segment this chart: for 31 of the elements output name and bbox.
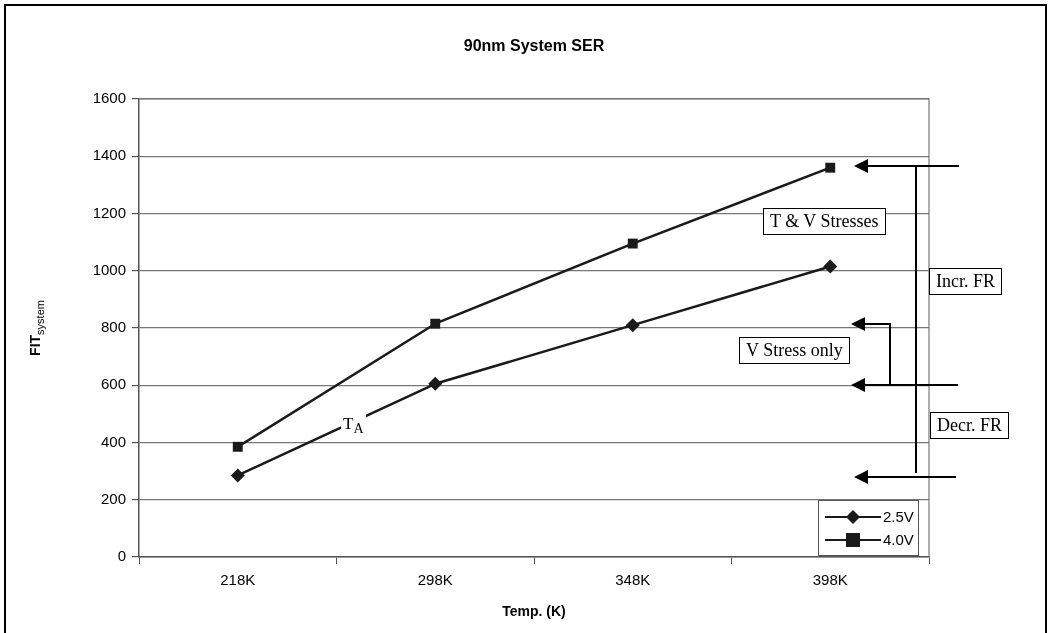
y-axis-title: FITsystem: [26, 300, 47, 356]
annotation: T & V Stresses: [763, 208, 886, 235]
point: [430, 318, 441, 329]
y-tick-label: 400: [100, 432, 126, 450]
x-tick-label: 398K: [812, 571, 848, 589]
point: [825, 162, 836, 173]
y-tick-label: 800: [100, 318, 126, 336]
point: [232, 441, 243, 452]
annotation: V Stress only: [739, 337, 850, 364]
y-tick-label: 600: [100, 375, 126, 393]
point: [230, 468, 245, 483]
x-tick-label: 298K: [417, 571, 453, 589]
point: [428, 376, 443, 391]
chart-title: 90nm System SER: [463, 37, 605, 55]
y-tick-label: 0: [117, 547, 126, 565]
point: [625, 318, 640, 333]
y-tick-label: 1400: [92, 146, 126, 164]
legend-label: 4.0V: [883, 531, 914, 548]
y-tick-label: 1600: [92, 89, 126, 107]
x-axis-title: Temp. (K): [502, 602, 566, 619]
point: [823, 259, 838, 274]
text: Incr. FR: [929, 268, 1003, 295]
y-tick-label: 1000: [92, 260, 126, 278]
text: Decr. FR: [930, 412, 1009, 439]
point: [627, 238, 638, 249]
y-tick-label: 200: [100, 489, 126, 507]
annotation: T$_{A}$: [341, 414, 366, 438]
x-tick-label: 218K: [220, 571, 256, 589]
legend-label: 2.5V: [883, 508, 914, 525]
y-tick-label: 1200: [92, 203, 126, 221]
x-tick-label: 348K: [615, 571, 651, 589]
